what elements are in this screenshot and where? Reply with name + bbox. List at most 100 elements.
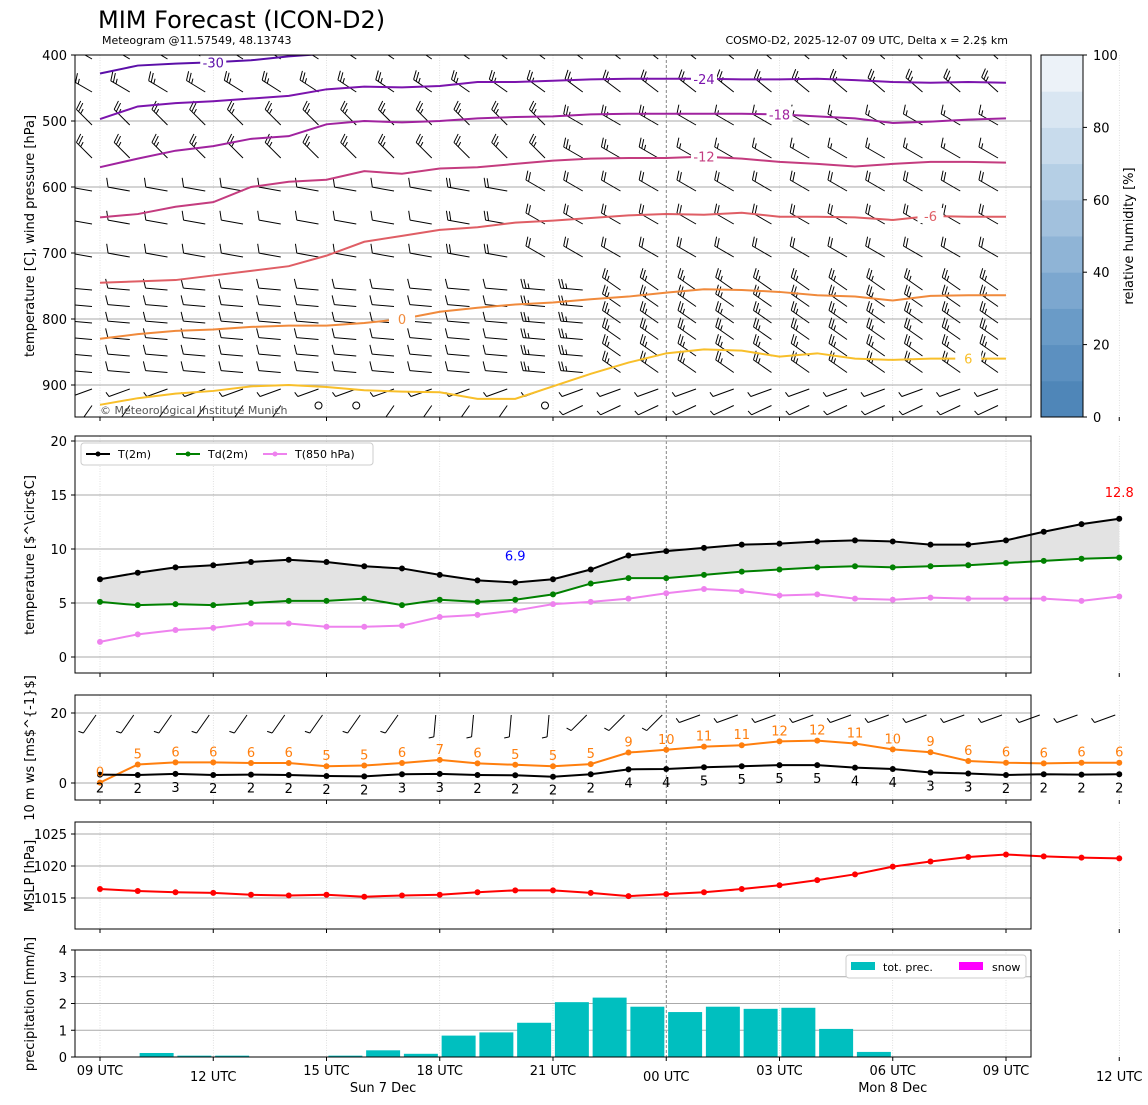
barb-staff bbox=[865, 179, 886, 192]
barb-flag bbox=[143, 177, 147, 188]
barb-flag bbox=[676, 104, 680, 115]
wind-barb-icon bbox=[293, 344, 319, 357]
barb-flag bbox=[981, 269, 986, 280]
legend-label: snow bbox=[992, 961, 1020, 974]
barb-flag bbox=[830, 172, 833, 182]
barb-flag bbox=[528, 238, 531, 248]
wind-barb-icon bbox=[408, 177, 432, 192]
barb-half-flag bbox=[947, 76, 951, 82]
barb-staff bbox=[940, 179, 961, 192]
barb-staff bbox=[614, 55, 621, 60]
barb-half-flag bbox=[686, 46, 688, 51]
barb-half-flag bbox=[833, 308, 837, 314]
barb-flag bbox=[790, 301, 795, 311]
barb-staff bbox=[82, 714, 97, 734]
mslp-point bbox=[512, 887, 519, 894]
barb-staff bbox=[602, 309, 621, 324]
wind-barb-icon bbox=[142, 311, 168, 324]
wind-barb-icon bbox=[860, 405, 885, 416]
wind-barb-icon bbox=[445, 177, 470, 192]
barb-half-flag bbox=[875, 46, 877, 51]
temperature-td2m-point bbox=[474, 598, 481, 605]
wind-barb-icon bbox=[715, 268, 735, 291]
barb-half-flag bbox=[1053, 718, 1058, 723]
barb-half-flag bbox=[527, 332, 530, 339]
colorbar-tick-label: 60 bbox=[1093, 194, 1110, 209]
temperature-t850hpa-point bbox=[663, 590, 670, 597]
wind-barb-icon bbox=[977, 714, 1003, 723]
barb-half-flag bbox=[984, 325, 988, 331]
barb-half-flag bbox=[908, 308, 912, 314]
barb-flag bbox=[981, 319, 986, 329]
barb-flag bbox=[486, 178, 490, 188]
barb-flag bbox=[752, 317, 757, 328]
barb-flag bbox=[600, 170, 604, 181]
barb-flag bbox=[73, 39, 75, 48]
upper-air-ytick-label: 400 bbox=[42, 49, 67, 64]
colorbar-segment bbox=[1041, 380, 1083, 418]
barb-half-flag bbox=[833, 275, 837, 281]
wind-barb-icon bbox=[875, 46, 886, 60]
barb-staff bbox=[981, 714, 1003, 723]
barb-flag bbox=[638, 236, 642, 247]
barb-half-flag bbox=[709, 392, 714, 397]
barb-staff bbox=[941, 326, 961, 340]
barb-flag bbox=[450, 70, 455, 80]
barb-flag bbox=[717, 335, 722, 346]
barb-flag bbox=[180, 361, 184, 371]
barb-flag bbox=[715, 350, 719, 361]
barb-flag bbox=[639, 334, 644, 344]
barb-half-flag bbox=[984, 308, 988, 314]
temperature-t850hpa-point bbox=[361, 623, 368, 630]
barb-half-flag bbox=[572, 46, 574, 51]
barb-staff bbox=[296, 287, 319, 291]
precip-ytick-label: 1 bbox=[59, 1024, 67, 1039]
barb-flag bbox=[369, 295, 373, 305]
wind-barb-icon bbox=[142, 344, 168, 357]
barb-half-flag bbox=[724, 46, 726, 51]
barb-staff bbox=[189, 109, 206, 126]
precip-bar bbox=[743, 1008, 778, 1057]
wind-barb-icon bbox=[105, 278, 130, 291]
barb-flag bbox=[757, 38, 760, 47]
barb-flag bbox=[755, 319, 760, 329]
barb-flag bbox=[868, 319, 873, 329]
barb-flag bbox=[793, 335, 797, 346]
wind-barb-icon bbox=[751, 714, 776, 723]
barb-staff bbox=[107, 287, 130, 291]
barb-staff bbox=[750, 388, 772, 397]
barb-half-flag bbox=[830, 110, 833, 116]
wind-mean-label: 4 bbox=[662, 776, 670, 791]
wind-barb-icon bbox=[525, 170, 546, 192]
barb-flag bbox=[905, 68, 910, 78]
barb-staff bbox=[453, 109, 470, 126]
barb-staff bbox=[640, 78, 659, 93]
barb-flag bbox=[370, 177, 373, 188]
precip-bar bbox=[139, 1052, 174, 1057]
temperature-t2m-point bbox=[97, 576, 103, 583]
wind-mean-label: 5 bbox=[738, 773, 746, 788]
wind-barb-icon bbox=[293, 278, 319, 291]
barb-staff bbox=[221, 370, 244, 373]
wind-gusts-point bbox=[172, 759, 179, 766]
barb-flag bbox=[408, 210, 411, 221]
barb-flag bbox=[486, 211, 490, 221]
barb-flag bbox=[563, 236, 567, 247]
barb-flag bbox=[944, 319, 948, 329]
temperature-t2m-point bbox=[323, 558, 330, 565]
calm-circle-icon bbox=[314, 401, 323, 410]
barb-staff bbox=[158, 405, 168, 417]
barb-flag bbox=[639, 301, 644, 311]
upper-air-ylabel: temperature [C], wind pressure [hPa] bbox=[23, 115, 38, 357]
isotherm-label-bg bbox=[200, 55, 227, 70]
wind-mean-label: 2 bbox=[549, 784, 557, 799]
wind-barb-icon bbox=[491, 133, 508, 159]
barb-flag bbox=[491, 133, 497, 143]
wind-barb-icon bbox=[558, 295, 583, 307]
barb-staff bbox=[866, 276, 886, 291]
barb-staff bbox=[943, 77, 961, 93]
barb-staff bbox=[340, 142, 357, 159]
wind-barb-icon bbox=[181, 177, 206, 192]
wind-gusts-point bbox=[550, 763, 556, 770]
